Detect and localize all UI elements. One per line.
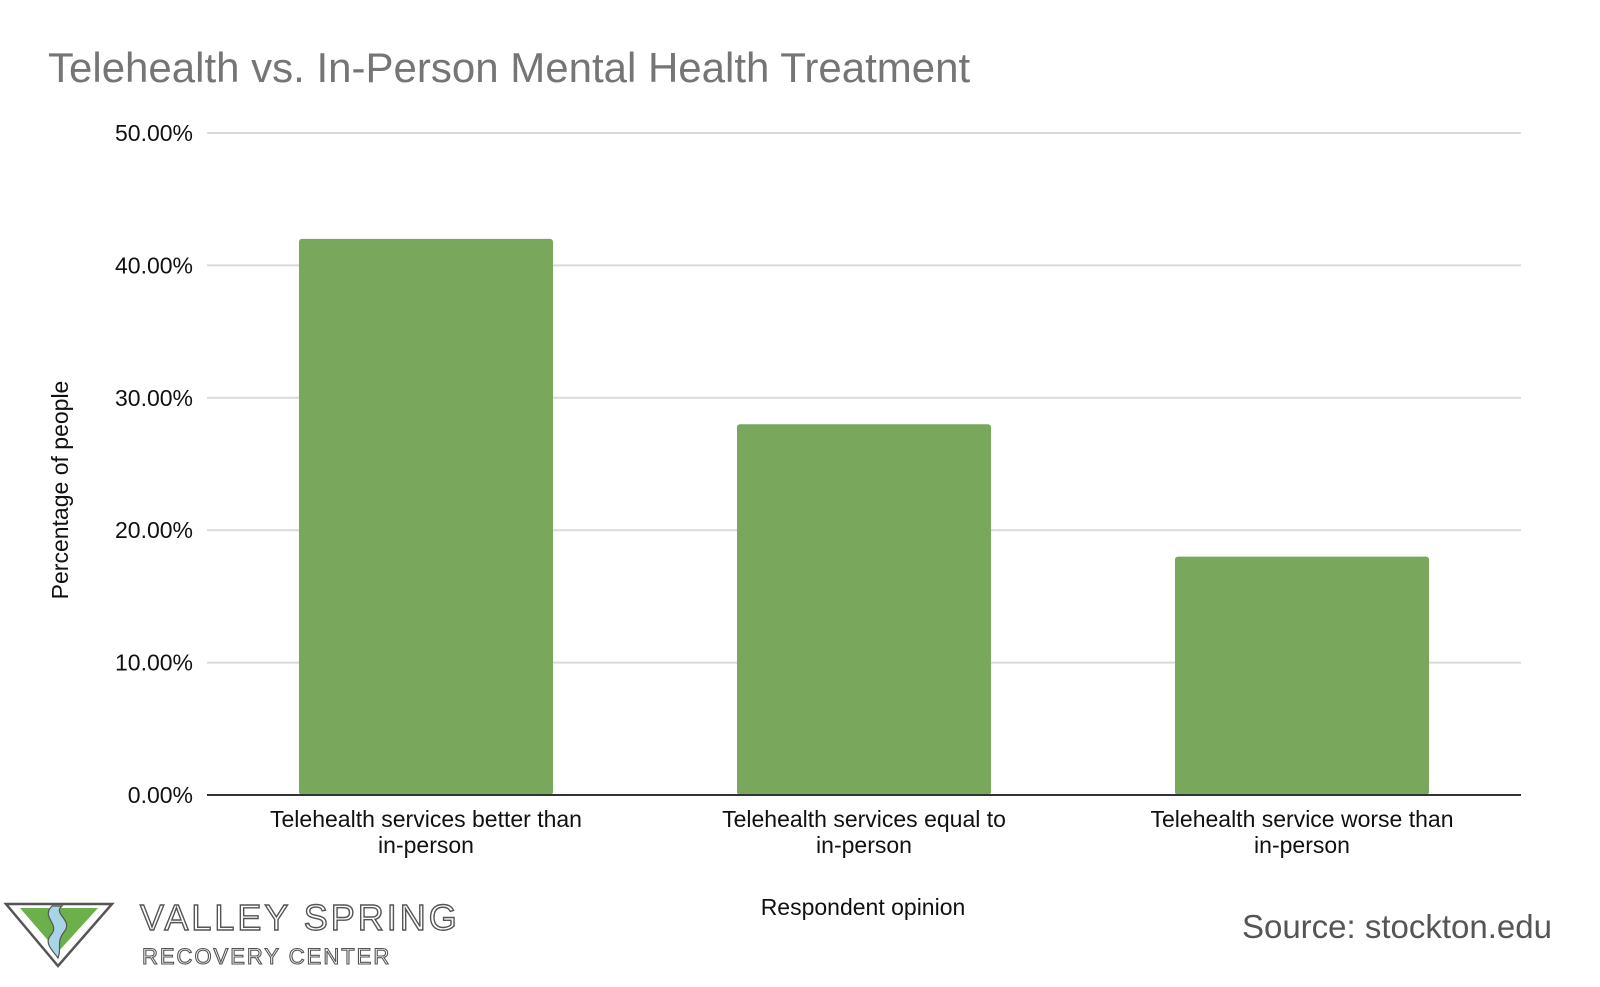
y-tick-label: 50.00% <box>115 120 193 146</box>
x-axis-categories: Telehealth services better thanin-person… <box>270 806 1453 858</box>
x-category-label: Telehealth service worse than <box>1151 806 1454 832</box>
y-tick-label: 10.00% <box>115 650 193 676</box>
x-category-label: Telehealth services equal to <box>722 806 1006 832</box>
logo-name-line2: RECOVERY CENTER <box>142 944 391 969</box>
x-category-label: in-person <box>816 832 912 858</box>
source-note: Source: stockton.edu <box>1242 908 1552 945</box>
y-tick-label: 0.00% <box>128 782 193 808</box>
y-axis-ticks: 0.00% 10.00% 20.00% 30.00% 40.00% 50.00% <box>115 120 193 808</box>
logo-name-line1: VALLEY SPRING <box>140 897 460 938</box>
bar <box>298 238 554 796</box>
valley-spring-logo-icon <box>3 902 115 968</box>
y-tick-label: 20.00% <box>115 517 193 543</box>
x-category-label: Telehealth services better than <box>270 806 582 832</box>
bar <box>1174 556 1430 795</box>
y-tick-label: 30.00% <box>115 385 193 411</box>
bar <box>736 424 992 795</box>
bars <box>298 238 1430 796</box>
x-category-label: in-person <box>378 832 474 858</box>
y-axis-title: Percentage of people <box>47 381 73 600</box>
x-category-label: in-person <box>1254 832 1350 858</box>
x-axis-title: Respondent opinion <box>761 894 966 920</box>
y-tick-label: 40.00% <box>115 252 193 278</box>
chart-title: Telehealth vs. In-Person Mental Health T… <box>48 44 970 91</box>
